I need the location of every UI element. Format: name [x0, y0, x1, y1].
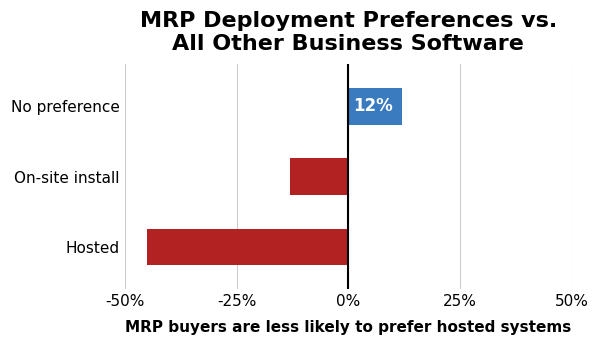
Text: -45%: -45% — [355, 238, 402, 256]
Title: MRP Deployment Preferences vs.
All Other Business Software: MRP Deployment Preferences vs. All Other… — [140, 11, 557, 54]
Bar — [349, 88, 402, 125]
Bar — [290, 158, 349, 195]
Text: -13%: -13% — [355, 167, 402, 185]
Bar — [147, 228, 349, 265]
Text: 12%: 12% — [353, 97, 392, 115]
X-axis label: MRP buyers are less likely to prefer hosted systems: MRP buyers are less likely to prefer hos… — [125, 320, 572, 335]
